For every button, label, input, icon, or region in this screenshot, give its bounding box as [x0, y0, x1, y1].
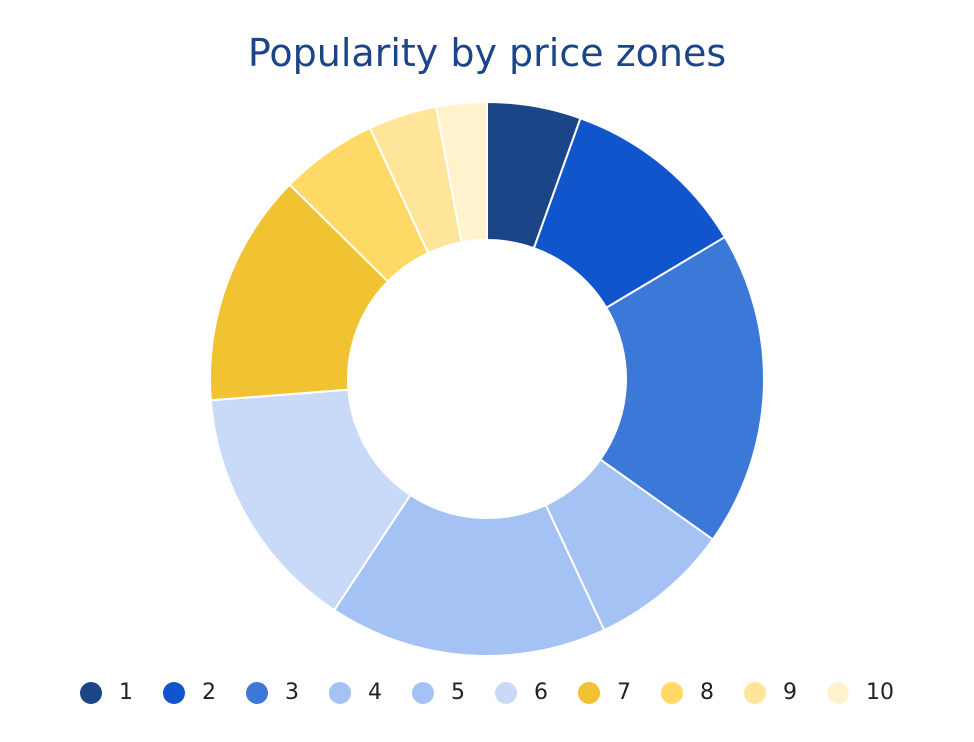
legend-swatch-2 [163, 682, 185, 704]
legend-label-4: 4 [368, 680, 382, 705]
legend-swatch-6 [495, 682, 517, 704]
legend-label-7: 7 [617, 680, 631, 705]
legend-swatch-1 [80, 682, 102, 704]
legend-swatch-5 [412, 682, 434, 704]
legend-swatch-8 [661, 682, 683, 704]
legend-label-3: 3 [285, 680, 299, 705]
slice-6[interactable] [209, 388, 412, 612]
slice-3[interactable] [598, 235, 765, 541]
legend-item-3[interactable]: 3 [246, 679, 299, 707]
legend-label-9: 9 [783, 680, 797, 705]
legend-item-9[interactable]: 9 [744, 679, 797, 707]
legend-label-8: 8 [700, 680, 714, 705]
legend-item-6[interactable]: 6 [495, 679, 548, 707]
slice-10[interactable] [435, 100, 488, 244]
legend-item-2[interactable]: 2 [163, 679, 216, 707]
legend-label-5: 5 [451, 680, 465, 705]
legend-swatch-7 [578, 682, 600, 704]
legend: 1 2 3 4 5 6 7 8 9 10 [0, 676, 974, 710]
legend-label-2: 2 [202, 680, 216, 705]
legend-label-1: 1 [119, 680, 133, 705]
chart-title: Popularity by price zones [247, 31, 727, 75]
legend-swatch-10 [827, 682, 849, 704]
legend-item-1[interactable]: 1 [80, 679, 133, 707]
legend-label-6: 6 [534, 680, 548, 705]
legend-item-10[interactable]: 10 [827, 679, 894, 707]
legend-swatch-3 [246, 682, 268, 704]
legend-item-4[interactable]: 4 [329, 679, 382, 707]
legend-item-7[interactable]: 7 [578, 679, 631, 707]
legend-swatch-9 [744, 682, 766, 704]
legend-label-10: 10 [866, 680, 894, 705]
legend-swatch-4 [329, 682, 351, 704]
legend-item-5[interactable]: 5 [412, 679, 465, 707]
slice-5[interactable] [332, 493, 606, 657]
legend-item-8[interactable]: 8 [661, 679, 714, 707]
